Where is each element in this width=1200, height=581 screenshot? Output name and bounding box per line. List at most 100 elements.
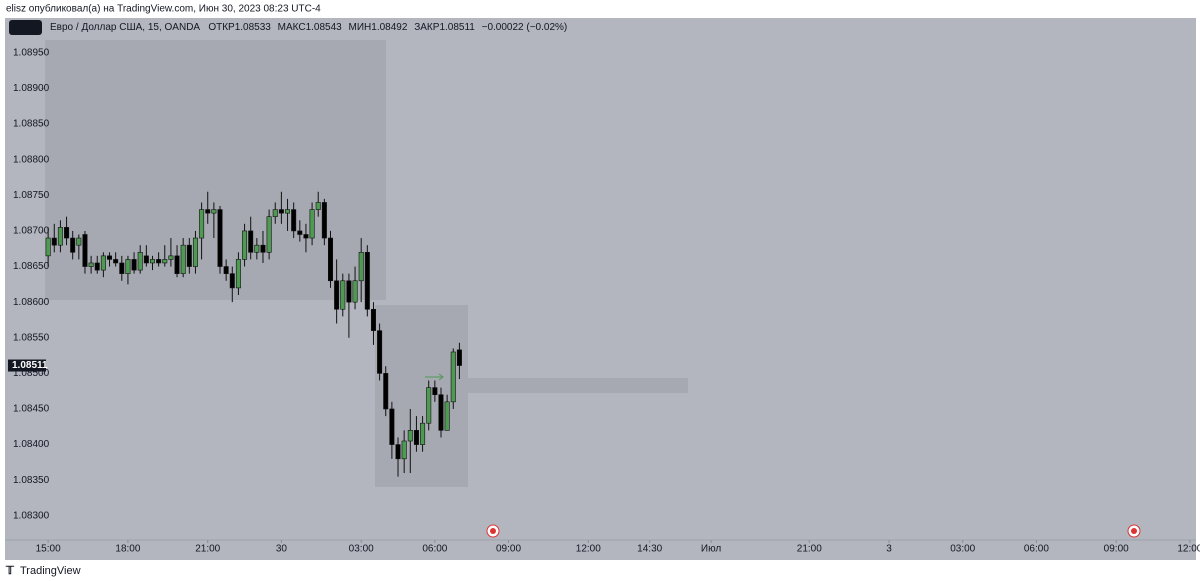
y-tick-label: 1.08450 [13,404,50,415]
x-tick-label: 12:00 [576,544,601,555]
candle-body [401,440,407,460]
y-tick-label: 1.08650 [13,261,50,272]
candle-body [76,237,82,246]
y-tick-label: 1.08900 [13,83,50,94]
y-tick-label: 1.08300 [13,510,50,521]
candle-body [131,259,137,271]
candle-body [358,251,364,282]
candle-body [407,430,413,442]
candle-body [143,255,149,264]
candle-body [211,209,217,214]
candle-body [229,273,235,289]
candle-body [51,237,57,246]
candle-body [242,230,248,260]
stat-value: 1.08511 [439,22,475,33]
candle-body [174,255,180,274]
candle-body [364,251,370,310]
y-tick-label: 1.08750 [13,190,50,201]
candle-body [266,216,272,253]
candle-body [450,351,456,403]
publisher: elisz опубликовал(а) на TradingView.com,… [6,3,321,15]
y-tick-label: 1.08550 [13,332,50,343]
y-tick-label: 1.08700 [13,226,50,237]
candle-body [346,280,352,303]
x-tick-label: 30 [276,544,288,555]
symbol-button[interactable] [9,20,42,35]
candle-body [389,408,395,445]
stat-value: 1.08543 [306,22,343,33]
candle-body [248,230,254,253]
candle-body [315,202,321,210]
candle-body [180,244,186,274]
candle-body [168,255,174,260]
candle-body [321,202,327,239]
candle-body [260,244,266,253]
candle-body [352,280,358,303]
candle-body [377,330,383,374]
symbol-title: Евро / Доллар США, 15, OANDA [50,22,200,33]
candle-body [370,308,376,331]
candle-body [432,387,438,396]
y-tick-label: 1.08850 [13,119,50,130]
x-tick-label: Июл [701,544,721,555]
x-tick-label: 15:00 [36,544,61,555]
candle-body [156,259,162,264]
x-tick-label: 03:00 [349,544,374,555]
x-tick-label: 06:00 [422,544,447,555]
candle-body [94,262,100,271]
y-tick-label: 1.08950 [13,48,50,59]
candle-body [254,244,260,253]
candle-body [113,259,119,264]
candle-body [291,209,297,232]
candle-body [57,227,63,246]
candle-body [235,259,241,289]
candle-body [162,259,168,264]
candle-body [340,280,346,310]
candle-body [413,430,419,445]
x-tick-label: 14:30 [637,544,662,555]
candle-body [395,444,401,460]
candle-body [426,387,432,424]
stat-label: ЗАКР [414,22,440,33]
zone [468,378,688,393]
x-tick-label: 21:00 [797,544,822,555]
header: Евро / Доллар США, 15, OANDA ОТКР1.08533… [50,22,567,33]
stat-label: ОТКР [208,22,235,33]
x-tick-label: 21:00 [195,544,220,555]
candle-body [217,209,223,267]
flag-icon [1127,524,1141,538]
y-tick-label: 1.08600 [13,297,50,308]
candle-body [334,280,340,310]
candle-body [45,237,51,257]
logo-mark: 𝕋 [5,565,15,577]
candle-body [125,259,131,274]
y-tick-label: 1.08350 [13,475,50,486]
x-tick-label: 09:00 [1104,544,1129,555]
candle-body [186,244,192,267]
stat-label: МИН [349,22,372,33]
candle-body [137,251,143,271]
branding[interactable]: TradingView [20,565,81,577]
candle-body [82,234,88,267]
candle-body [444,401,450,431]
y-tick-label: 1.08400 [13,439,50,450]
candle-body [327,237,333,282]
y-tick-label: 1.08500 [13,368,50,379]
price-tag-label: 1.08511 [12,360,48,371]
candle-body [100,255,106,271]
candle-body [88,262,94,267]
candle-body [303,234,309,239]
x-tick-label: 06:00 [1024,544,1049,555]
price-tag [8,359,46,372]
x-tick-label: 18:00 [115,544,140,555]
candle-body [199,209,205,239]
candle-body [278,209,284,214]
candle-body [64,227,70,239]
candle-body [438,394,444,431]
arrow-head [438,373,444,381]
candle-body [205,209,211,214]
flag-icon [486,524,500,538]
y-tick-label: 1.08800 [13,154,50,165]
x-tick-label: 03:00 [950,544,975,555]
